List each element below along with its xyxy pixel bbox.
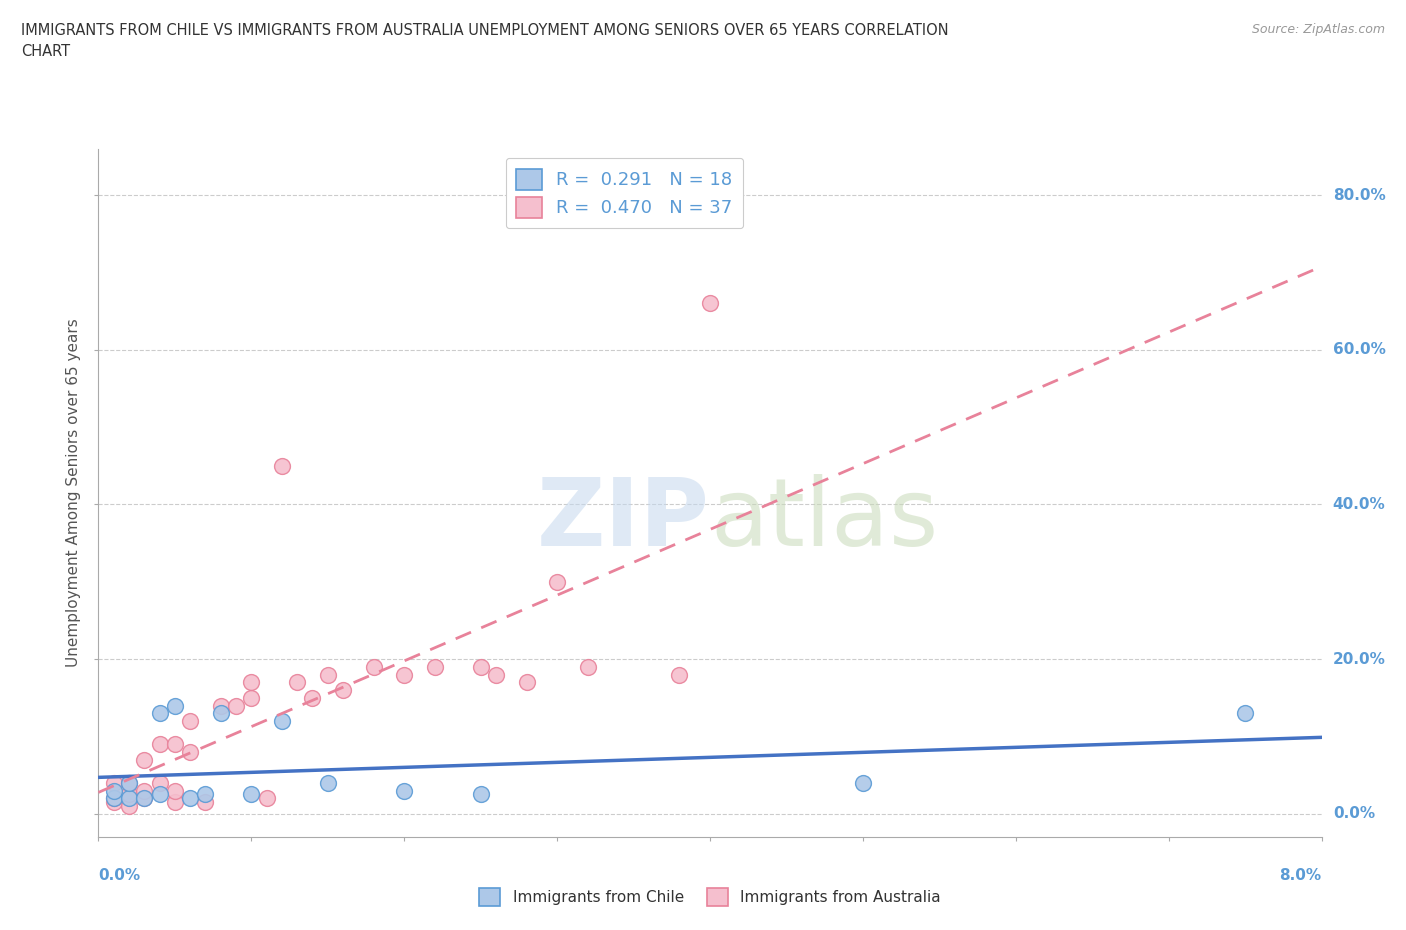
- Point: [179, 790, 201, 805]
- Point: [225, 698, 247, 713]
- Point: [270, 713, 294, 728]
- Point: [423, 659, 446, 674]
- Text: 40.0%: 40.0%: [1333, 497, 1385, 512]
- Point: [163, 783, 186, 798]
- Text: ZIP: ZIP: [537, 474, 710, 566]
- Text: 8.0%: 8.0%: [1279, 868, 1322, 883]
- Point: [285, 675, 308, 690]
- Point: [668, 667, 690, 682]
- Point: [179, 745, 201, 760]
- Point: [103, 783, 125, 798]
- Point: [470, 787, 492, 802]
- Point: [256, 790, 278, 805]
- Y-axis label: Unemployment Among Seniors over 65 years: Unemployment Among Seniors over 65 years: [66, 319, 82, 668]
- Point: [209, 706, 232, 721]
- Point: [301, 690, 323, 705]
- Point: [209, 698, 232, 713]
- Point: [163, 737, 186, 751]
- Point: [149, 737, 172, 751]
- Point: [103, 790, 125, 805]
- Text: IMMIGRANTS FROM CHILE VS IMMIGRANTS FROM AUSTRALIA UNEMPLOYMENT AMONG SENIORS OV: IMMIGRANTS FROM CHILE VS IMMIGRANTS FROM…: [21, 23, 949, 38]
- Point: [699, 296, 721, 311]
- Point: [392, 667, 416, 682]
- Point: [392, 783, 416, 798]
- Point: [179, 713, 201, 728]
- Point: [134, 790, 156, 805]
- Text: 80.0%: 80.0%: [1333, 188, 1385, 203]
- Point: [103, 790, 125, 805]
- Point: [149, 787, 172, 802]
- Point: [194, 787, 217, 802]
- Point: [134, 783, 156, 798]
- Text: CHART: CHART: [21, 44, 70, 59]
- Point: [149, 776, 172, 790]
- Point: [516, 675, 538, 690]
- Point: [240, 787, 263, 802]
- Point: [316, 667, 339, 682]
- Point: [194, 795, 217, 810]
- Point: [163, 698, 186, 713]
- Point: [103, 795, 125, 810]
- Text: 20.0%: 20.0%: [1333, 652, 1386, 667]
- Point: [270, 458, 294, 473]
- Point: [576, 659, 599, 674]
- Point: [118, 787, 141, 802]
- Point: [470, 659, 492, 674]
- Text: 0.0%: 0.0%: [98, 868, 141, 883]
- Point: [240, 675, 263, 690]
- Point: [163, 795, 186, 810]
- Point: [852, 776, 875, 790]
- Text: Source: ZipAtlas.com: Source: ZipAtlas.com: [1251, 23, 1385, 36]
- Point: [118, 776, 141, 790]
- Point: [118, 799, 141, 814]
- Legend: Immigrants from Chile, Immigrants from Australia: Immigrants from Chile, Immigrants from A…: [472, 882, 948, 912]
- Point: [103, 776, 125, 790]
- Text: atlas: atlas: [710, 474, 938, 566]
- Point: [118, 790, 141, 805]
- Text: 0.0%: 0.0%: [1333, 806, 1375, 821]
- Point: [134, 790, 156, 805]
- Point: [332, 683, 354, 698]
- Point: [485, 667, 508, 682]
- Point: [363, 659, 385, 674]
- Point: [240, 690, 263, 705]
- Point: [316, 776, 339, 790]
- Text: 60.0%: 60.0%: [1333, 342, 1386, 357]
- Point: [118, 776, 141, 790]
- Point: [149, 706, 172, 721]
- Point: [134, 752, 156, 767]
- Point: [1234, 706, 1257, 721]
- Point: [546, 575, 568, 590]
